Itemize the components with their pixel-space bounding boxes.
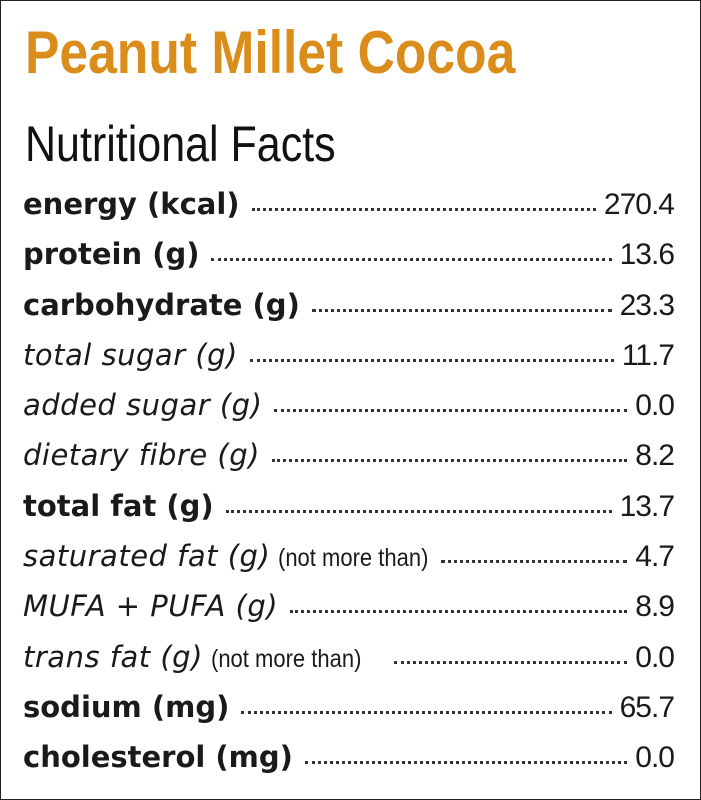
leader: [225, 509, 612, 513]
nutrient-value: 0.0: [635, 741, 675, 775]
nutrient-value: 23.3: [619, 288, 675, 322]
nutrient-value: 11.7: [621, 338, 675, 372]
nutrient-row: sodium (mg) 65.7: [23, 689, 675, 740]
leader: [271, 459, 628, 463]
nutrient-row: cholesterol (mg) 0.0: [23, 740, 675, 790]
nutrient-label: added sugar (g): [23, 388, 263, 423]
nutrient-label: dietary fibre (g): [23, 438, 260, 473]
nutrient-note: (not more than): [278, 544, 429, 573]
nutrient-value: 0.0: [635, 640, 675, 674]
nutrient-value: 65.7: [619, 690, 675, 724]
nutrient-row: carbohydrate (g) 23.3: [23, 287, 675, 338]
leader: [251, 208, 596, 211]
nutrient-label: carbohydrate (g): [23, 287, 300, 322]
nutrient-label: MUFA + PUFA (g): [23, 589, 279, 624]
nutrient-value: 0.0: [635, 389, 675, 423]
leader: [311, 308, 612, 312]
nutrient-label: protein (g): [23, 237, 200, 272]
nutrient-value: 8.9: [635, 590, 675, 624]
nutrient-row: added sugar (g) 0.0: [23, 388, 675, 438]
nutrient-value: 4.7: [635, 540, 675, 574]
nutrient-label: energy (kcal): [23, 187, 240, 221]
leader: [211, 258, 612, 262]
leader: [393, 660, 628, 664]
nutrient-label: cholesterol (mg): [23, 740, 293, 775]
leader: [249, 358, 614, 362]
leader: [241, 710, 612, 714]
nutrient-label: total fat (g): [23, 488, 214, 523]
nutrient-row: dietary fibre (g) 8.2: [23, 438, 675, 488]
title: Peanut Millet Cocoa: [25, 19, 516, 86]
nutrient-list: energy (kcal) 270.4 protein (g) 13.6 carbo…: [23, 187, 675, 791]
nutrient-row: trans fat (g) (not more than) 0.0: [23, 639, 675, 690]
leader: [290, 610, 628, 614]
nutrient-row: protein (g) 13.6: [23, 237, 675, 287]
nutrient-row: energy (kcal) 270.4: [23, 187, 675, 237]
nutrient-value: 13.6: [619, 238, 675, 272]
nutrient-value: 13.7: [619, 489, 675, 523]
nutrient-label: sodium (mg): [23, 689, 230, 724]
nutrient-label: trans fat (g): [23, 639, 203, 674]
nutrient-note: (not more than): [210, 644, 362, 673]
leader: [274, 409, 628, 413]
nutrient-row: MUFA + PUFA (g) 8.9: [23, 589, 675, 639]
leader: [304, 761, 628, 765]
nutrient-row: saturated fat (g) (not more than) 4.7: [23, 539, 675, 589]
nutrient-label: saturated fat (g): [23, 539, 271, 574]
leader: [441, 560, 628, 564]
subtitle: Nutritional Facts: [25, 116, 336, 172]
nutrient-label: total sugar (g): [23, 337, 238, 372]
nutrient-value: 270.4: [603, 188, 675, 221]
nutrient-row: total sugar (g) 11.7: [23, 337, 675, 388]
nutrient-row: total fat (g) 13.7: [23, 488, 675, 539]
nutrient-value: 8.2: [635, 439, 675, 473]
